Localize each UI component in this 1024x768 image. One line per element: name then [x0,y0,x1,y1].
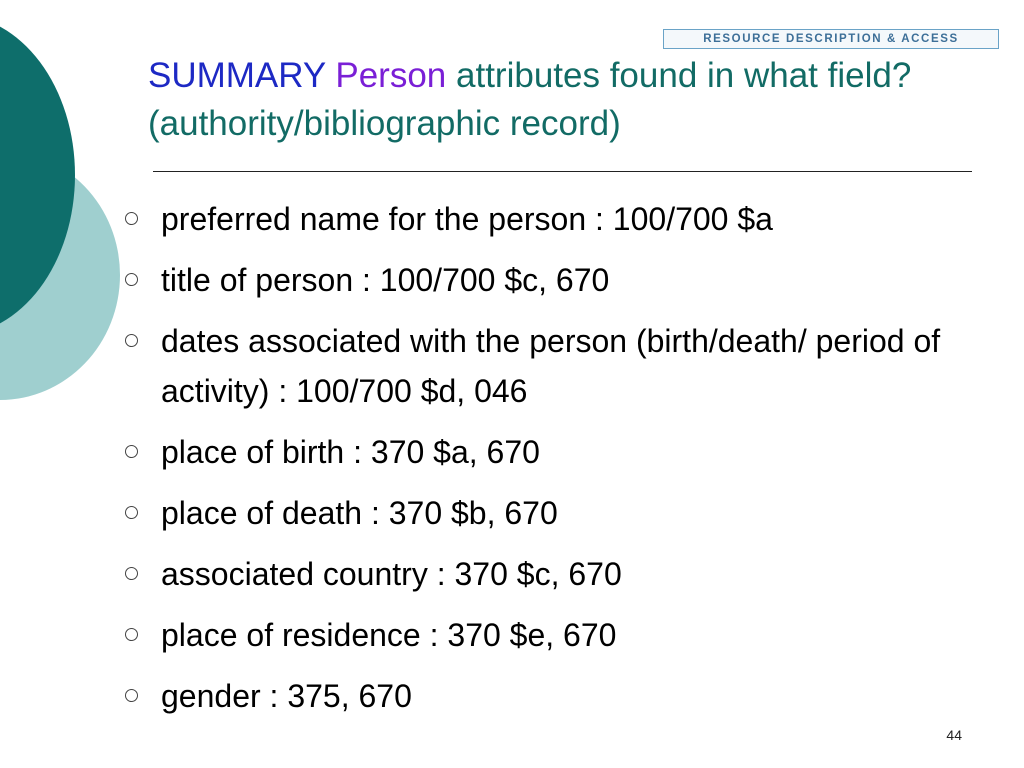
list-item-text: gender : 375, 670 [161,678,412,714]
list-item-text: title of person : 100/700 $c, 670 [161,262,610,298]
circle-bullet-icon [125,506,138,519]
page-number: 44 [946,727,962,743]
circle-bullet-icon [125,212,138,225]
list-item: place of death : 370 $b, 670 [125,488,995,538]
title-rest: attributes found in what field? (authori… [148,56,912,143]
bullet-list: preferred name for the person : 100/700 … [125,194,995,732]
circle-bullet-icon [125,628,138,641]
list-item: dates associated with the person (birth/… [125,316,995,416]
list-item: place of residence : 370 $e, 670 [125,610,995,660]
circle-bullet-icon [125,334,138,347]
list-item-text: place of residence : 370 $e, 670 [161,617,617,653]
circle-bullet-icon [125,273,138,286]
slide-title: SUMMARY Person attributes found in what … [148,52,988,148]
circle-bullet-icon [125,567,138,580]
list-item-text: preferred name for the person : 100/700 … [161,201,773,237]
circle-bullet-icon [125,445,138,458]
list-item: associated country : 370 $c, 670 [125,549,995,599]
rda-banner-logo: RESOURCE DESCRIPTION & ACCESS [663,29,999,49]
list-item-text: place of death : 370 $b, 670 [161,495,558,531]
title-summary: SUMMARY [148,56,326,95]
list-item: place of birth : 370 $a, 670 [125,427,995,477]
list-item-text: associated country : 370 $c, 670 [161,556,622,592]
title-divider [153,171,972,172]
list-item: title of person : 100/700 $c, 670 [125,255,995,305]
title-person: Person [335,56,447,95]
banner-text: RESOURCE DESCRIPTION & ACCESS [703,33,959,45]
list-item: gender : 375, 670 [125,671,995,721]
circle-bullet-icon [125,689,138,702]
list-item-text: dates associated with the person (birth/… [161,323,941,409]
list-item: preferred name for the person : 100/700 … [125,194,995,244]
list-item-text: place of birth : 370 $a, 670 [161,434,540,470]
